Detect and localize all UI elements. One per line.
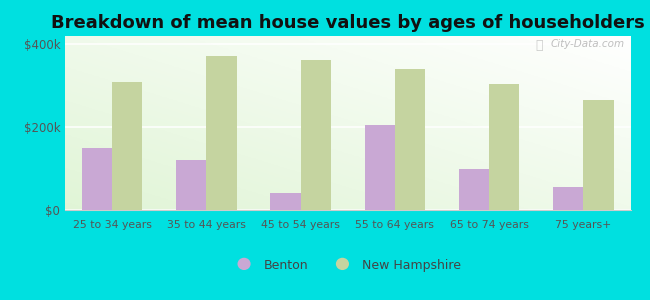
- Bar: [365, 125, 395, 210]
- Bar: [207, 56, 237, 210]
- Bar: [584, 100, 614, 210]
- Text: City-Data.com: City-Data.com: [551, 40, 625, 50]
- Bar: [176, 160, 206, 210]
- Bar: [82, 148, 112, 210]
- Bar: [112, 82, 142, 210]
- Legend: Benton, New Hampshire: Benton, New Hampshire: [229, 254, 466, 277]
- Bar: [489, 84, 519, 210]
- Bar: [300, 60, 331, 210]
- Bar: [395, 69, 425, 210]
- Bar: [270, 194, 300, 210]
- Bar: [553, 187, 584, 210]
- Bar: [459, 169, 489, 210]
- Text: Ⓢ: Ⓢ: [536, 39, 543, 52]
- Title: Breakdown of mean house values by ages of householders: Breakdown of mean house values by ages o…: [51, 14, 645, 32]
